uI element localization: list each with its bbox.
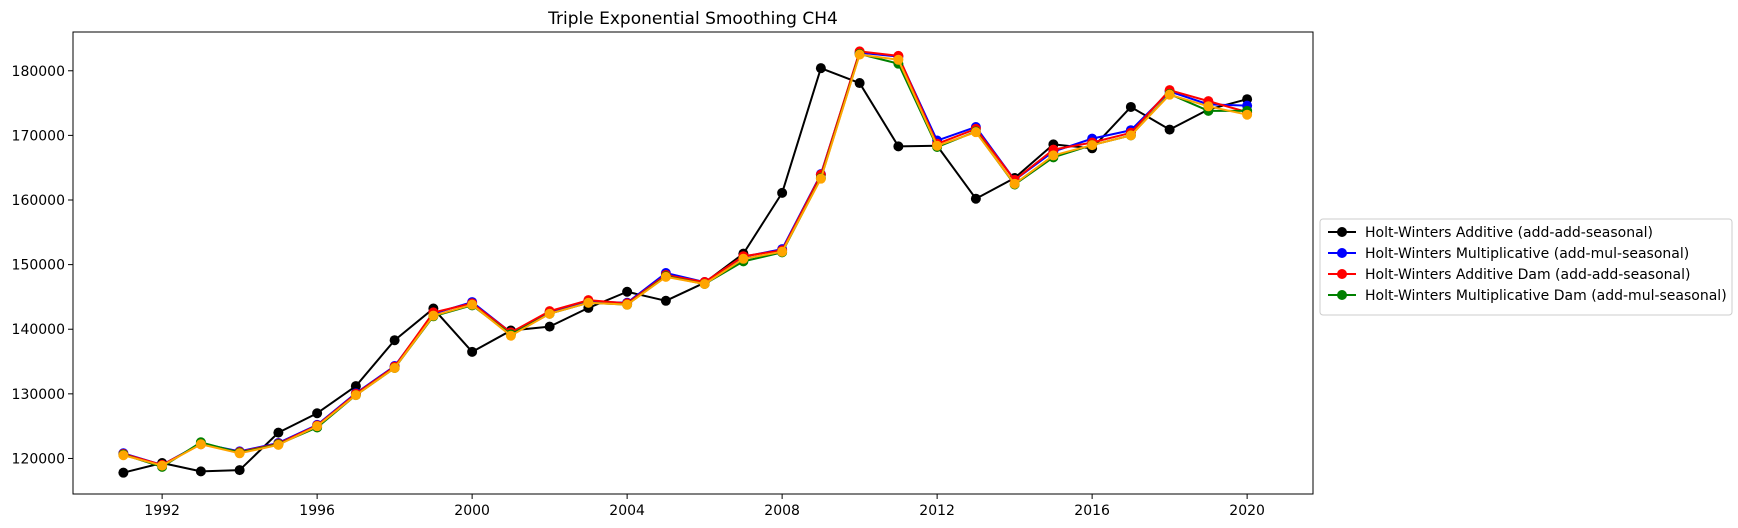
data-point — [970, 127, 981, 138]
data-point — [195, 466, 206, 477]
data-point — [118, 450, 129, 461]
legend-swatch-marker — [1337, 227, 1347, 237]
data-point — [1125, 130, 1136, 141]
data-point — [583, 297, 594, 308]
legend-swatch-marker — [1337, 269, 1347, 279]
y-tick-label: 120000 — [12, 451, 65, 467]
y-tick-label: 130000 — [12, 387, 65, 403]
data-point — [1125, 101, 1136, 112]
x-tick-label: 1996 — [299, 503, 335, 519]
data-point — [157, 460, 168, 471]
y-tick-label: 150000 — [12, 258, 65, 274]
x-tick-label: 2000 — [454, 503, 490, 519]
data-point — [815, 63, 826, 74]
x-tick-label: 2012 — [919, 503, 955, 519]
series-1 — [118, 63, 1253, 478]
data-point — [350, 390, 361, 401]
x-axis: 1992 1996 2000 2004 2008 2012 2016 2020 — [144, 494, 1265, 519]
x-tick-label: 2008 — [764, 503, 800, 519]
data-point — [467, 299, 478, 310]
data-point — [1048, 150, 1059, 161]
data-point — [234, 448, 245, 459]
legend-swatch-marker — [1337, 290, 1347, 300]
data-point — [854, 49, 865, 60]
data-point — [118, 467, 129, 478]
series-line — [123, 53, 1248, 467]
data-point — [505, 330, 516, 341]
chart-title: Triple Exponential Smoothing CH4 — [547, 9, 838, 29]
data-point — [622, 299, 633, 310]
data-point — [1242, 109, 1253, 120]
legend-label: Holt-Winters Multiplicative Dam (add-mul… — [1365, 288, 1727, 304]
data-point — [544, 321, 555, 332]
legend-entry: Holt-Winters Multiplicative (add-mul-sea… — [1328, 246, 1689, 262]
series-5 — [118, 49, 1253, 471]
plot-area — [72, 31, 1314, 495]
data-point — [350, 381, 361, 392]
data-point — [428, 310, 439, 321]
data-point — [854, 78, 865, 89]
y-axis: 120000 130000 140000 150000 160000 170000 1800… — [12, 64, 73, 467]
data-point — [622, 286, 633, 297]
data-point — [893, 141, 904, 152]
data-point — [777, 246, 788, 257]
plot-frame — [72, 31, 1314, 495]
data-point — [312, 408, 323, 419]
series-line — [123, 67, 1248, 474]
data-point — [389, 363, 400, 373]
data-point — [1203, 101, 1214, 112]
data-point — [699, 279, 710, 289]
data-point — [389, 335, 400, 346]
data-point — [195, 439, 206, 450]
series-line — [123, 52, 1248, 468]
data-point — [660, 295, 671, 306]
series-2 — [118, 47, 1253, 470]
x-tick-label: 2004 — [609, 503, 645, 519]
data-point — [777, 187, 788, 198]
data-point — [273, 439, 284, 450]
y-tick-label: 180000 — [12, 64, 65, 80]
legend-entry: Holt-Winters Additive (add-add-seasonal) — [1328, 225, 1653, 241]
legend-label: Holt-Winters Additive Dam (add-add-seaso… — [1365, 267, 1690, 283]
x-tick-label: 2020 — [1229, 503, 1265, 519]
series-line — [123, 51, 1248, 466]
data-point — [273, 427, 284, 438]
data-point — [1087, 140, 1098, 151]
series-3 — [118, 46, 1253, 470]
data-point — [312, 421, 323, 432]
legend-label: Holt-Winters Multiplicative (add-mul-sea… — [1365, 246, 1689, 262]
data-point — [1164, 89, 1175, 100]
data-point — [467, 346, 478, 357]
x-tick-label: 2016 — [1074, 503, 1110, 519]
series-line — [123, 50, 1248, 466]
data-point — [815, 173, 826, 184]
legend: Holt-Winters Additive (add-add-seasonal)… — [1319, 218, 1733, 316]
data-point — [1164, 124, 1175, 135]
data-point — [234, 465, 245, 476]
y-tick-label: 170000 — [12, 128, 65, 144]
data-point — [1009, 178, 1020, 189]
legend-swatch-marker — [1337, 248, 1347, 258]
data-point — [893, 54, 904, 65]
data-point — [660, 271, 671, 282]
data-point — [970, 193, 981, 204]
y-tick-label: 140000 — [12, 322, 65, 338]
data-point — [738, 253, 749, 264]
x-tick-label: 1992 — [144, 503, 180, 519]
series-4 — [118, 48, 1253, 472]
legend-box — [1319, 218, 1733, 316]
legend-entry: Holt-Winters Additive Dam (add-add-seaso… — [1328, 267, 1690, 283]
data-point — [932, 140, 943, 151]
data-point — [544, 308, 555, 319]
y-tick-label: 160000 — [12, 193, 65, 209]
legend-entry: Holt-Winters Multiplicative Dam (add-mul… — [1328, 288, 1727, 304]
legend-label: Holt-Winters Additive (add-add-seasonal) — [1365, 225, 1653, 241]
